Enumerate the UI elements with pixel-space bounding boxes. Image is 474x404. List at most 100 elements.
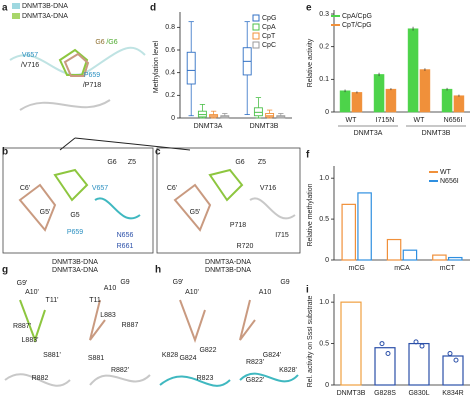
data-point <box>453 357 459 363</box>
residue-label: G824' <box>263 352 281 359</box>
y-tick-label: 0.2 <box>165 92 175 99</box>
bar <box>385 88 397 113</box>
y-tick-label: 0.6 <box>165 47 175 54</box>
residue-label: R823 <box>197 375 214 382</box>
residue-label: G822' <box>246 377 264 384</box>
residue-label: A10 <box>259 289 272 296</box>
residue-label: G9' <box>17 280 28 287</box>
group-label: DNMT3B <box>422 130 451 137</box>
residue-label: G824 <box>179 355 196 362</box>
y-tick-label: 0.5 <box>319 340 329 347</box>
residue-label: G6 <box>235 159 244 166</box>
y-tick-label: 0.3 <box>319 11 329 18</box>
residue-label: C6' <box>20 185 30 192</box>
residue-label: G822 <box>199 347 216 354</box>
group-label: DNMT3A <box>354 130 383 137</box>
box <box>253 107 263 117</box>
legend-swatch <box>252 41 260 49</box>
x-tick-label: WT <box>346 117 358 124</box>
legend-label: CpT <box>262 33 276 40</box>
bar <box>341 203 356 261</box>
residue-label: R887 <box>122 322 139 329</box>
legend-label: WT <box>440 169 452 176</box>
residue-label: K828' <box>279 367 297 374</box>
residue-label: R823' <box>246 359 264 366</box>
residue-label: A10' <box>25 289 39 296</box>
panel-caption: DNMT3A-DNA <box>205 259 251 266</box>
residue-label: /V716 <box>21 62 39 69</box>
structure-art <box>2 46 301 387</box>
data-point <box>379 341 385 347</box>
y-axis-label: Rel. activity on SssI substrate <box>307 295 314 387</box>
data-point <box>419 343 425 349</box>
residue-label: V657 <box>22 52 38 59</box>
residue-label: G6 <box>107 159 116 166</box>
y-axis-label: Relative activity <box>307 38 314 87</box>
bar <box>442 355 464 386</box>
residue-label: Z5 <box>128 159 136 166</box>
residue-label: G5 <box>70 212 79 219</box>
box <box>186 51 196 85</box>
panel-label: h <box>155 265 161 276</box>
y-tick-label: 0.2 <box>319 44 329 51</box>
data-point <box>413 339 419 345</box>
bar <box>386 238 402 261</box>
residue-label: R720 <box>237 243 254 250</box>
residue-label: L883' <box>22 337 39 344</box>
x-tick-label: DNMT3B <box>337 390 366 397</box>
y-tick-label: 1.0 <box>319 175 329 182</box>
residue-label: G9 <box>280 279 289 286</box>
bar <box>432 254 447 261</box>
residue-label: T11' <box>46 297 59 304</box>
residue-label: P718 <box>230 222 246 229</box>
residue-label: A10' <box>185 289 199 296</box>
panel-label: d <box>150 3 156 14</box>
legend-label: N656I <box>440 178 459 185</box>
residue-label: P659 <box>67 229 83 236</box>
panel-label: c <box>155 147 161 158</box>
bar <box>339 90 351 113</box>
x-tick-label: G828S <box>374 390 396 397</box>
bar <box>407 28 419 113</box>
legend-swatch <box>12 3 20 9</box>
residue-label: G5' <box>40 209 51 216</box>
y-axis-label: Relative methylation <box>307 183 314 246</box>
panel-label: e <box>306 3 312 14</box>
y-tick-label: 0 <box>325 382 329 389</box>
y-axis-label: Methylation level <box>153 40 160 93</box>
legend-label: CpA/CpG <box>342 13 372 20</box>
y-tick-label: 0 <box>325 109 329 116</box>
box <box>265 113 275 118</box>
legend-swatch <box>252 32 260 40</box>
x-tick-label: mCA <box>394 265 410 272</box>
bar <box>374 347 396 386</box>
x-tick-label: K834R <box>442 390 463 397</box>
bar <box>419 69 431 113</box>
residue-label: /P718 <box>83 82 101 89</box>
x-tick-label: DNMT3B <box>250 123 279 130</box>
panel-caption: DNMT3B-DNA <box>205 267 251 274</box>
x-tick-label: WT <box>414 117 426 124</box>
x-tick-label: DNMT3A <box>194 123 223 130</box>
bar <box>448 256 463 261</box>
data-point <box>385 351 391 357</box>
residue-label: K828 <box>162 352 178 359</box>
residue-label: S881 <box>88 355 104 362</box>
y-tick-label: 0 <box>325 257 329 264</box>
y-tick-label: 0.1 <box>319 76 329 83</box>
residue-label: R882 <box>32 375 49 382</box>
bar <box>340 301 362 386</box>
x-tick-label: mCT <box>440 265 456 272</box>
x-tick-label: I715N <box>376 117 395 124</box>
box <box>197 110 207 118</box>
legend-label: DNMT3B-DNA <box>22 3 68 10</box>
residue-label: C6' <box>167 185 177 192</box>
bar <box>373 74 385 113</box>
legend-label: CpT/CpG <box>342 22 372 29</box>
y-tick-label: 0.4 <box>165 70 175 77</box>
panel-label: b <box>2 147 8 158</box>
x-tick-label: G830L <box>408 390 429 397</box>
y-tick-label: 0 <box>171 115 175 122</box>
panel-caption: DNMT3B-DNA <box>52 259 98 266</box>
